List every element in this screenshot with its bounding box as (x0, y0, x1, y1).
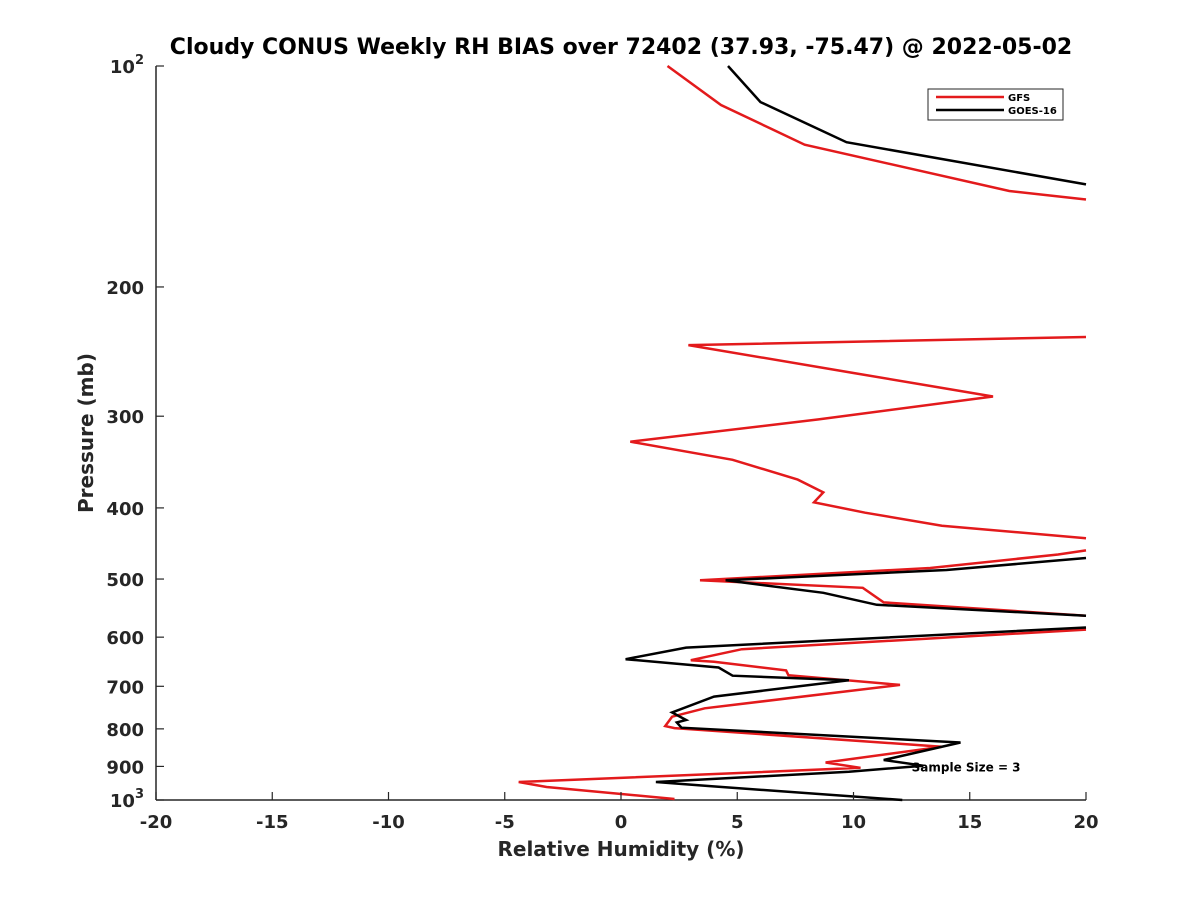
series-line-gfs (518, 64, 1087, 801)
legend-label-gfs: GFS (1008, 93, 1030, 104)
x-axis-label: Relative Humidity (%) (497, 837, 744, 861)
y-tick-label: 300 (106, 407, 144, 428)
y-tick-label: 500 (106, 570, 144, 591)
y-tick-label: 900 (106, 757, 144, 778)
series-layer (518, 64, 1087, 802)
x-tick-label: 15 (957, 812, 982, 833)
y-tick-label: 103 (110, 787, 144, 812)
y-tick-label: 200 (106, 278, 144, 299)
legend: GFS GOES-16 (927, 88, 1064, 121)
y-axis-label: Pressure (mb) (74, 353, 98, 513)
x-tick-label: -5 (495, 812, 515, 833)
y-axis-ticks: 102 200 300 400 500 600 700 800 900 103 (106, 53, 164, 812)
x-axis-ticks: -20 -15 -10 -5 0 5 10 15 20 (140, 792, 1099, 833)
x-tick-label: 5 (731, 812, 744, 833)
x-tick-label: -20 (140, 812, 173, 833)
x-tick-label: -10 (372, 812, 405, 833)
x-tick-label: 0 (615, 812, 628, 833)
legend-box (927, 88, 1064, 121)
x-tick-label: 20 (1073, 812, 1098, 833)
sample-size-annotation: Sample Size = 3 (912, 760, 1021, 774)
plot-area (155, 64, 1087, 802)
chart-title: Cloudy CONUS Weekly RH BIAS over 72402 (… (170, 35, 1072, 60)
x-tick-label: -15 (256, 812, 289, 833)
y-tick-label: 600 (106, 628, 144, 649)
legend-label-goes16: GOES-16 (1008, 106, 1057, 117)
x-tick-label: 10 (841, 812, 866, 833)
y-tick-label: 400 (106, 499, 144, 520)
y-tick-label: 102 (110, 53, 144, 78)
y-tick-label: 700 (106, 677, 144, 698)
series-line-goes16 (625, 65, 1087, 802)
y-tick-label: 800 (106, 720, 144, 741)
